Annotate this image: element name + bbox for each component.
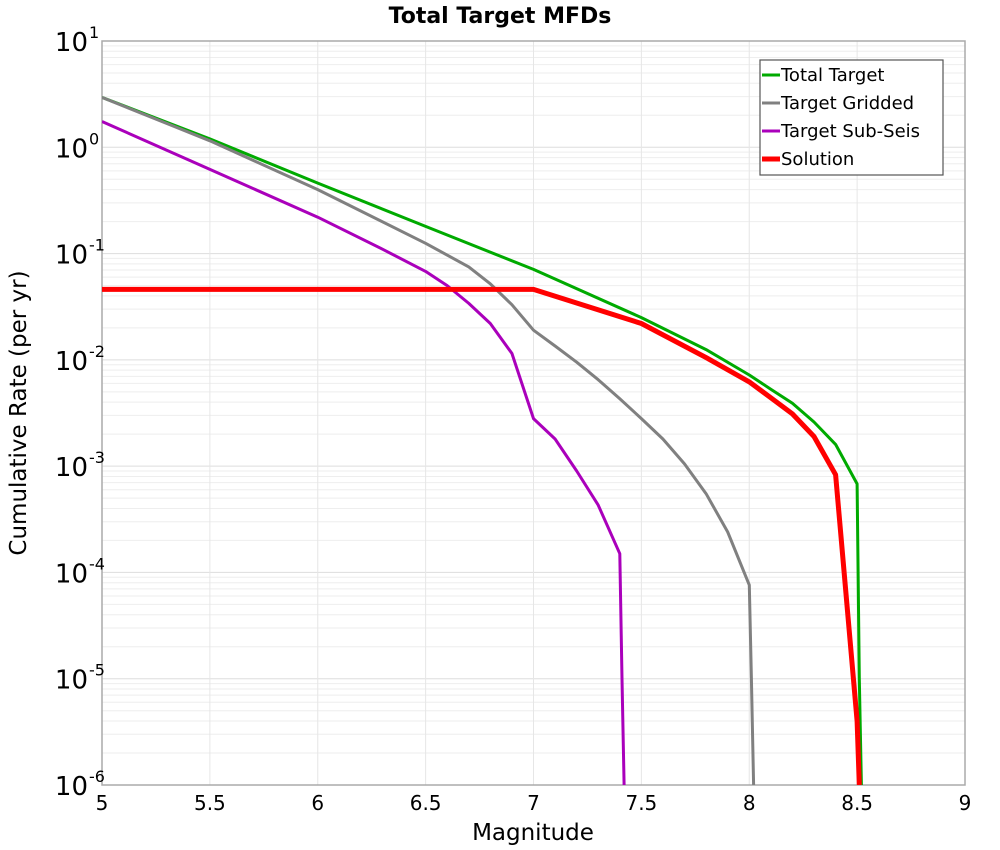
legend: Total Target Target Gridded Target Sub-Sei… [759,59,944,176]
svg-text:10: 10 [55,666,88,696]
y-tick-label: 10 -3 [55,448,105,483]
y-tick-label: 10 0 [55,129,99,164]
legend-label: Target Sub-Seis [780,121,920,142]
svg-text:10: 10 [55,28,88,58]
legend-item: Solution [762,149,854,170]
legend-item: Target Sub-Seis [762,121,920,142]
svg-text:-1: -1 [89,236,105,255]
svg-text:10: 10 [55,559,88,589]
x-tick-label: 8 [743,791,756,815]
y-tick-label: 10 1 [55,23,99,58]
y-tick-label: 10 -1 [55,236,105,271]
svg-text:0: 0 [89,129,99,148]
x-tick-label: 7.5 [625,791,657,815]
x-axis-label: Magnitude [472,820,594,846]
svg-text:-5: -5 [89,661,105,680]
svg-text:10: 10 [55,134,88,164]
legend-label: Total Target [780,65,884,86]
legend-item: Total Target [762,65,884,86]
svg-text:10: 10 [55,772,88,802]
grid-lines [101,41,966,786]
y-tick-label: 10 -2 [55,342,105,377]
series-target-gridded [102,96,756,785]
series-target-sub-seis [102,120,626,785]
x-tick-label: 9 [959,791,972,815]
svg-text:-4: -4 [89,554,105,573]
plot-area [101,40,966,786]
svg-text:10: 10 [55,453,88,483]
series-solution [102,286,862,785]
y-axis-label: Cumulative Rate (per yr) [6,270,32,555]
chart-title: Total Target MFDs [389,4,612,29]
legend-label: Target Gridded [780,93,914,114]
x-axis-ticks: 5 5.5 6 6.5 7 7.5 8 8.5 9 [96,791,972,815]
x-tick-label: 6.5 [410,791,442,815]
series-total-target [102,95,863,785]
legend-label: Solution [781,149,854,170]
legend-item: Target Gridded [762,93,914,114]
x-tick-label: 5.5 [194,791,226,815]
svg-text:-6: -6 [89,767,105,786]
svg-text:-2: -2 [89,342,105,361]
series-layer [102,95,863,785]
y-tick-label: 10 -5 [55,661,105,696]
x-tick-label: 7 [527,791,540,815]
svg-text:10: 10 [55,241,88,271]
x-tick-label: 5 [96,791,109,815]
x-tick-label: 8.5 [841,791,873,815]
y-tick-label: 10 -6 [55,767,105,802]
legend-box [759,59,944,176]
y-tick-label: 10 -4 [55,554,105,589]
x-tick-label: 6 [311,791,324,815]
svg-text:1: 1 [89,23,99,42]
svg-text:10: 10 [55,347,88,377]
svg-text:-3: -3 [89,448,105,467]
